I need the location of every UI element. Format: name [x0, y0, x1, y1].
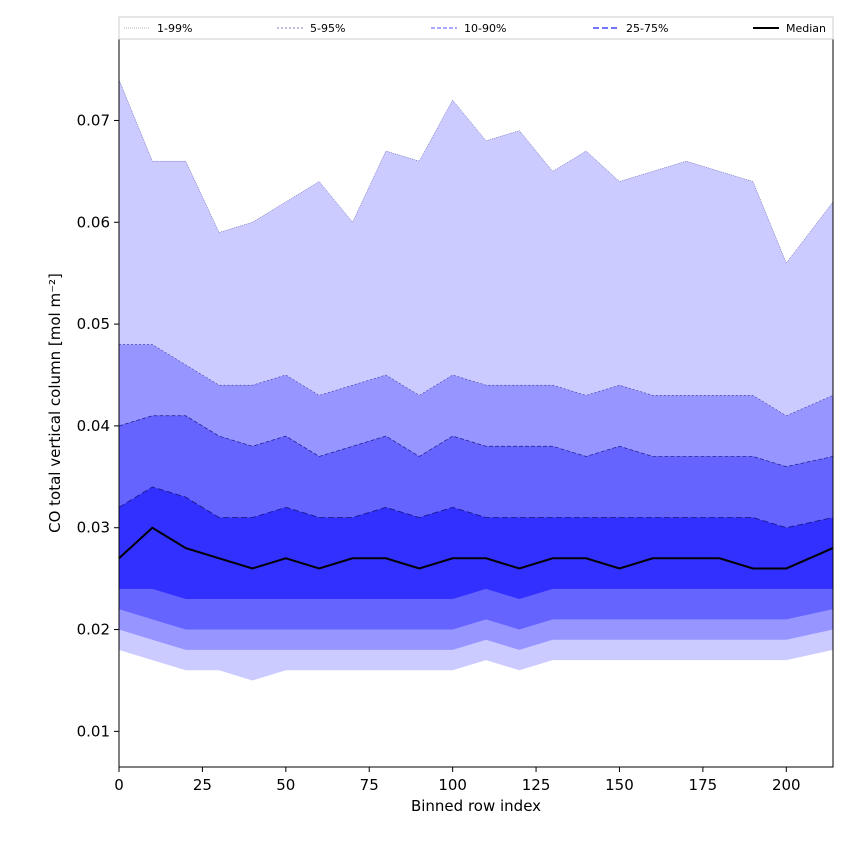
x-tick-label: 175	[689, 776, 718, 794]
y-tick-label: 0.04	[77, 417, 110, 435]
y-tick-label: 0.07	[77, 111, 110, 129]
x-tick-label: 75	[360, 776, 379, 794]
y-tick-label: 0.05	[77, 315, 110, 333]
x-tick-label: 200	[772, 776, 801, 794]
band-upper-line-25-75pct	[118, 486, 834, 529]
legend-label: Median	[786, 22, 826, 35]
band-upper-line-1-99pct	[118, 79, 834, 264]
band-upper-line-5-95pct	[119, 344, 834, 417]
legend-label: 5-95%	[310, 22, 345, 35]
median-line	[118, 526, 834, 570]
y-tick-label: 0.01	[77, 722, 110, 740]
x-axis-title: Binned row index	[411, 797, 541, 815]
x-tick-label: 125	[522, 776, 551, 794]
percentile-bands	[118, 79, 834, 681]
x-tick-label: 25	[193, 776, 212, 794]
legend-box	[118, 16, 834, 40]
y-axis: 0.01 0.02 0.03 0.04 0.05 0.06 0.07	[77, 111, 119, 740]
x-tick-label: 0	[114, 776, 124, 794]
legend: 1-99% 5-95% 10-90% 25-75% Median	[118, 16, 834, 40]
legend-label: 25-75%	[626, 22, 668, 35]
x-axis: 0 25 50 75 100 125 150 175 200	[114, 767, 801, 794]
y-tick-label: 0.03	[77, 519, 110, 537]
band-25-75pct	[119, 487, 833, 599]
y-tick-label: 0.06	[77, 213, 110, 231]
band-upper-line-10-90pct	[118, 415, 834, 467]
x-tick-label: 100	[438, 776, 467, 794]
x-tick-label: 50	[276, 776, 295, 794]
legend-label: 10-90%	[464, 22, 506, 35]
x-tick-label: 150	[605, 776, 634, 794]
median-layer	[118, 526, 834, 570]
y-axis-title: CO total vertical column [mol m⁻²]	[46, 273, 64, 533]
y-tick-label: 0.02	[77, 621, 110, 639]
legend-label: 1-99%	[157, 22, 192, 35]
